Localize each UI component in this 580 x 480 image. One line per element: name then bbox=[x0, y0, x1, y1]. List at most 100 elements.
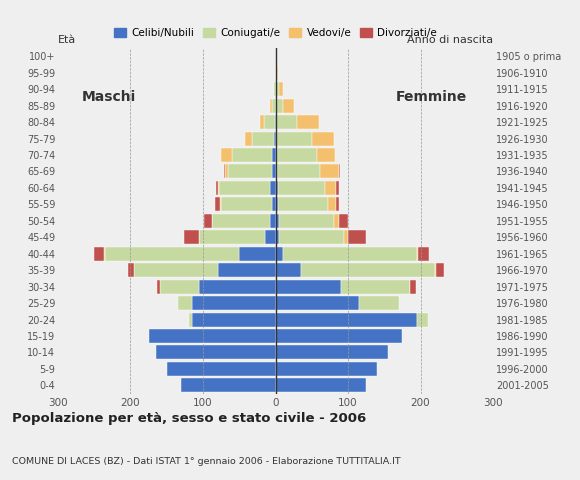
Bar bbox=[276, 346, 388, 360]
Bar bbox=[218, 181, 219, 195]
Bar bbox=[283, 98, 293, 113]
Bar bbox=[276, 378, 366, 392]
Bar bbox=[264, 230, 276, 244]
Bar bbox=[411, 280, 416, 294]
Bar bbox=[276, 66, 277, 80]
Bar bbox=[260, 115, 264, 129]
Bar bbox=[188, 312, 192, 326]
Text: Anno di nascita: Anno di nascita bbox=[407, 35, 493, 45]
Bar bbox=[264, 115, 275, 129]
Bar bbox=[181, 378, 276, 392]
Bar bbox=[328, 197, 336, 211]
Bar bbox=[272, 98, 276, 113]
Bar bbox=[216, 181, 218, 195]
Bar bbox=[224, 165, 225, 179]
Bar bbox=[274, 132, 276, 145]
Bar bbox=[277, 148, 317, 162]
Bar bbox=[225, 165, 229, 179]
Bar bbox=[192, 312, 276, 326]
Bar bbox=[177, 296, 192, 310]
Bar bbox=[278, 197, 328, 211]
Bar bbox=[274, 82, 276, 96]
Bar bbox=[341, 280, 409, 294]
Bar bbox=[276, 165, 277, 179]
Bar bbox=[276, 98, 283, 113]
Bar bbox=[198, 230, 200, 244]
Bar bbox=[252, 132, 274, 145]
Bar bbox=[283, 247, 417, 261]
Bar bbox=[276, 247, 283, 261]
Bar bbox=[297, 115, 319, 129]
Bar bbox=[418, 247, 429, 261]
Text: Femmine: Femmine bbox=[396, 90, 467, 104]
Bar bbox=[221, 197, 272, 211]
Bar bbox=[220, 197, 221, 211]
Bar bbox=[435, 263, 436, 277]
Bar bbox=[277, 66, 278, 80]
Bar bbox=[276, 329, 403, 343]
Bar bbox=[270, 214, 276, 228]
Bar bbox=[128, 263, 134, 277]
Bar bbox=[156, 346, 276, 360]
Legend: Celibi/Nubili, Coniugati/e, Vedovi/e, Divorziati/e: Celibi/Nubili, Coniugati/e, Vedovi/e, Di… bbox=[110, 24, 441, 42]
Bar bbox=[219, 181, 270, 195]
Bar bbox=[336, 197, 339, 211]
Bar bbox=[272, 148, 276, 162]
Bar bbox=[278, 181, 325, 195]
Bar bbox=[270, 98, 272, 113]
Bar bbox=[239, 247, 276, 261]
Bar bbox=[192, 296, 276, 310]
Bar bbox=[276, 280, 341, 294]
Bar bbox=[277, 165, 320, 179]
Bar bbox=[359, 296, 399, 310]
Bar bbox=[276, 214, 279, 228]
Bar bbox=[221, 148, 232, 162]
Bar bbox=[200, 230, 264, 244]
Bar bbox=[212, 214, 270, 228]
Text: Età: Età bbox=[58, 35, 76, 45]
Bar bbox=[320, 165, 339, 179]
Bar bbox=[204, 214, 212, 228]
Bar bbox=[276, 132, 312, 145]
Bar bbox=[339, 214, 348, 228]
Text: Popolazione per età, sesso e stato civile - 2006: Popolazione per età, sesso e stato civil… bbox=[12, 412, 366, 425]
Bar bbox=[104, 247, 105, 261]
Bar bbox=[276, 296, 359, 310]
Bar bbox=[279, 230, 345, 244]
Bar bbox=[167, 362, 276, 376]
Bar bbox=[345, 230, 348, 244]
Bar bbox=[276, 362, 377, 376]
Bar bbox=[232, 148, 272, 162]
Bar bbox=[348, 230, 366, 244]
Bar bbox=[276, 148, 277, 162]
Bar bbox=[270, 181, 275, 195]
Bar bbox=[148, 329, 276, 343]
Bar bbox=[157, 280, 160, 294]
Bar bbox=[409, 280, 411, 294]
Bar bbox=[276, 181, 278, 195]
Bar bbox=[417, 312, 428, 326]
Bar bbox=[276, 82, 279, 96]
Bar bbox=[276, 197, 278, 211]
Bar bbox=[218, 263, 276, 277]
Bar bbox=[279, 82, 283, 96]
Bar bbox=[134, 263, 218, 277]
Bar bbox=[276, 263, 301, 277]
Bar bbox=[336, 181, 339, 195]
Bar bbox=[229, 165, 272, 179]
Bar bbox=[339, 165, 340, 179]
Bar bbox=[317, 148, 335, 162]
Text: COMUNE DI LACES (BZ) - Dati ISTAT 1° gennaio 2006 - Elaborazione TUTTITALIA.IT: COMUNE DI LACES (BZ) - Dati ISTAT 1° gen… bbox=[12, 456, 400, 466]
Bar bbox=[200, 280, 276, 294]
Bar bbox=[334, 214, 339, 228]
Bar bbox=[325, 181, 336, 195]
Bar bbox=[276, 115, 297, 129]
Bar bbox=[93, 247, 104, 261]
Bar bbox=[417, 247, 418, 261]
Bar bbox=[184, 230, 198, 244]
Bar bbox=[279, 214, 334, 228]
Bar bbox=[276, 312, 417, 326]
Bar bbox=[245, 132, 252, 145]
Bar bbox=[160, 280, 200, 294]
Text: Maschi: Maschi bbox=[82, 90, 136, 104]
